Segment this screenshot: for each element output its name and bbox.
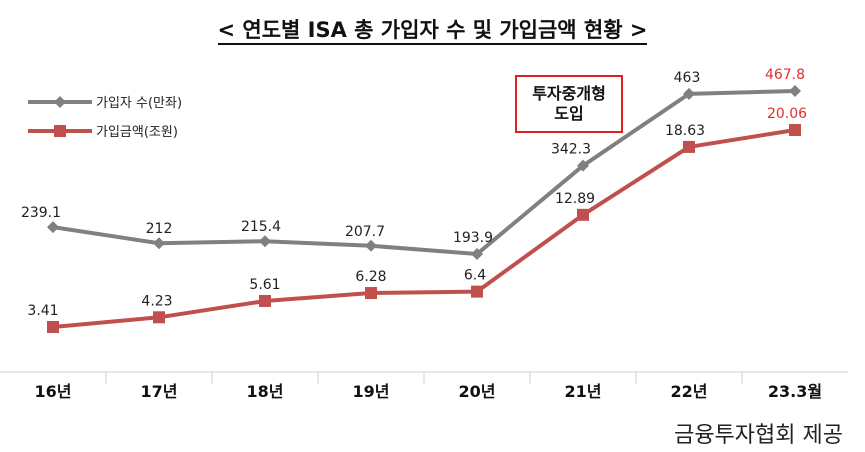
callout-line-2: 도입 — [554, 104, 584, 123]
callout-line-1: 투자중개형 — [532, 84, 606, 103]
legend-label: 가입금액(조원) — [96, 125, 178, 140]
data-point — [47, 221, 59, 234]
data-point — [577, 159, 589, 172]
source-credit: 금융투자협회 제공 — [674, 423, 843, 448]
data-point — [153, 311, 165, 324]
data-label: 12.89 — [555, 191, 595, 207]
data-label: 18.63 — [665, 123, 705, 139]
data-label: 193.9 — [453, 230, 493, 246]
data-point — [259, 294, 271, 307]
data-label: 6.4 — [464, 268, 486, 284]
data-labels: 239.1 212 215.4 207.7 193.9 342.3 463 467.8 3.41… — [21, 67, 807, 319]
data-label: 342.3 — [551, 142, 591, 158]
chart-title: < 연도별 ISA 총 가입자 수 및 가입금액 현황 > — [0, 14, 865, 45]
data-label: 215.4 — [241, 219, 281, 235]
x-tick-label: 16년 — [35, 382, 72, 401]
data-point — [683, 140, 695, 153]
data-label: 3.41 — [27, 303, 58, 319]
data-label: 4.23 — [141, 293, 172, 309]
data-point — [153, 237, 165, 250]
data-point — [47, 321, 59, 333]
data-label: 6.28 — [355, 269, 386, 285]
legend-marker — [54, 125, 66, 137]
data-point — [683, 87, 695, 100]
legend-label: 가입자 수(만좌) — [96, 96, 182, 111]
data-point — [789, 85, 801, 97]
data-point — [259, 235, 271, 248]
x-tick-label: 20년 — [459, 382, 496, 401]
series-line — [52, 128, 796, 329]
data-label: 463 — [674, 70, 701, 86]
data-point — [365, 239, 377, 252]
x-tick-label: 22년 — [671, 382, 708, 401]
data-label: 5.61 — [249, 277, 280, 293]
data-label: 207.7 — [345, 224, 385, 240]
axis-layer: 16년 17년 18년 19년 20년 21년 22년 23.3월 — [0, 371, 848, 401]
data-label: 20.06 — [767, 106, 807, 122]
x-tick-label: 19년 — [353, 382, 390, 401]
x-tick-label: 21년 — [565, 382, 602, 401]
x-tick-label: 18년 — [247, 382, 284, 401]
data-label: 239.1 — [21, 205, 61, 221]
x-tick-label: 23.3월 — [768, 382, 822, 401]
legend-marker — [54, 96, 66, 108]
series-layer — [47, 85, 801, 333]
data-point — [577, 208, 589, 221]
chart-title-text: < 연도별 ISA 총 가입자 수 및 가입금액 현황 > — [217, 18, 648, 45]
series-line — [52, 89, 796, 256]
data-label: 212 — [146, 221, 173, 237]
data-point — [365, 287, 377, 300]
data-point — [789, 124, 801, 136]
x-tick-label: 17년 — [141, 382, 178, 401]
data-label: 467.8 — [765, 67, 805, 83]
legend: 가입자 수(만좌) 가입금액(조원) — [28, 96, 182, 140]
data-point — [471, 285, 483, 298]
data-point — [471, 248, 483, 260]
callout-box: 투자중개형 도입 — [515, 75, 623, 133]
